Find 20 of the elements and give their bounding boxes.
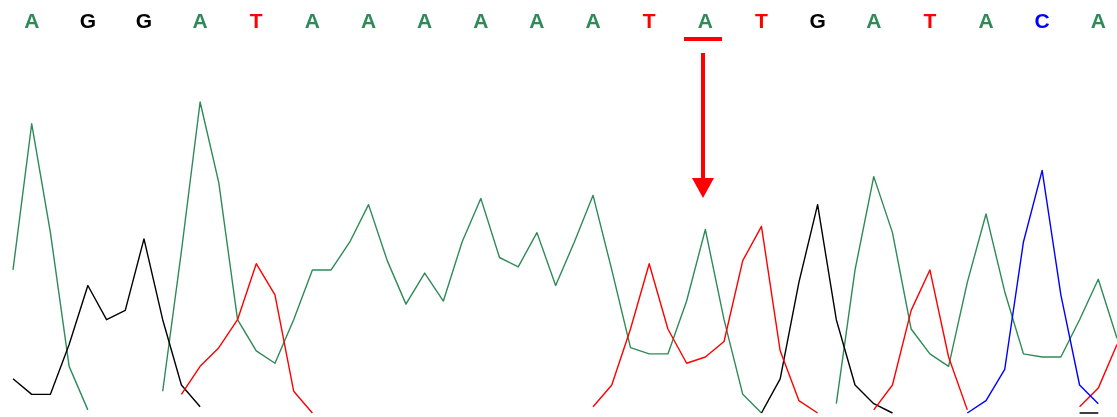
x-tick-label: A <box>697 9 713 32</box>
x-tick-label: C <box>1034 9 1050 32</box>
x-tick-label: T <box>923 9 937 32</box>
x-tick-label: T <box>249 9 263 32</box>
x-tick-label: G <box>135 9 153 32</box>
x-tick-label: T <box>755 9 769 32</box>
x-tick-label: A <box>866 9 882 32</box>
x-tick-label: A <box>978 9 994 32</box>
x-tick-label: A <box>473 9 489 32</box>
x-tick-label: G <box>809 9 826 32</box>
x-tick-label: A <box>360 9 377 32</box>
x-tick-label: A <box>529 9 545 32</box>
x-tick-label: A <box>1090 9 1106 32</box>
x-tick-label: A <box>24 9 40 32</box>
x-tick-label: A <box>192 9 208 32</box>
x-tick-label: T <box>642 9 656 32</box>
x-tick-label: A <box>585 9 601 32</box>
x-tick-label: A <box>417 9 433 32</box>
x-tick-label: G <box>79 9 97 32</box>
x-tick-label: A <box>304 9 320 32</box>
